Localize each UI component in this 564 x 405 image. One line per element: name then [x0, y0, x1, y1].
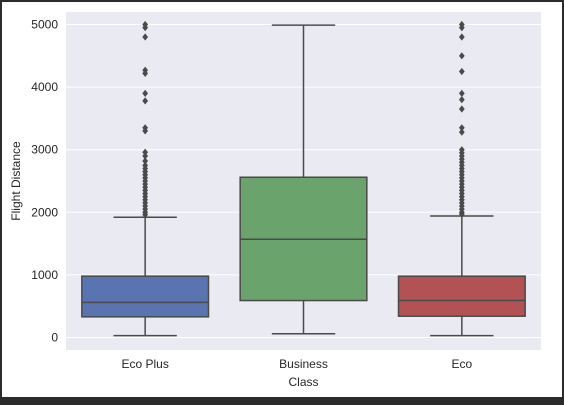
outlier-point: [142, 157, 149, 165]
y-tick-label: 2000: [31, 205, 58, 219]
y-tick-label: 1000: [31, 268, 58, 282]
outlier-point: [458, 33, 465, 41]
iqr-box: [81, 275, 210, 318]
boxes: [81, 20, 526, 337]
outlier-point: [142, 161, 149, 169]
x-tick-label: Business: [279, 357, 328, 371]
y-tick-label: 3000: [31, 143, 58, 157]
x-tick-label: Eco: [451, 357, 472, 371]
outlier-point: [458, 124, 465, 132]
y-tick-label: 0: [51, 330, 58, 344]
outlier-point: [458, 67, 465, 76]
outlier-point: [142, 20, 149, 29]
outlier-point: [458, 105, 465, 113]
outlier-point: [458, 146, 465, 154]
y-tick-label: 5000: [31, 18, 58, 32]
outlier-point: [458, 52, 465, 60]
iqr-box: [397, 275, 526, 317]
outlier-point: [142, 124, 149, 132]
outlier-point: [142, 148, 149, 156]
box-eco: [397, 20, 526, 337]
x-axis-ticks: Eco Plus Business Eco: [121, 357, 472, 371]
outlier-point: [458, 96, 465, 104]
y-tick-label: 4000: [31, 80, 58, 94]
y-axis-ticks: 0 1000 2000 3000 4000 5000: [31, 18, 58, 345]
outlier-point: [142, 89, 149, 97]
outlier-point: [142, 97, 149, 105]
x-axis-label: Class: [288, 375, 318, 389]
box-eco-plus: [81, 20, 210, 337]
outlier-point: [458, 128, 465, 136]
box-business: [239, 24, 368, 335]
outlier-point: [142, 152, 149, 160]
x-tick-label: Eco Plus: [121, 357, 168, 371]
outlier-point: [142, 66, 149, 74]
figure-frame: 0 1000 2000 3000 4000 5000 Eco Plus Business Ec…: [0, 0, 562, 397]
outlier-point: [458, 20, 465, 29]
outlier-point: [458, 89, 465, 97]
outlier-point: [142, 33, 149, 41]
y-axis-label: Flight Distance: [9, 141, 23, 221]
